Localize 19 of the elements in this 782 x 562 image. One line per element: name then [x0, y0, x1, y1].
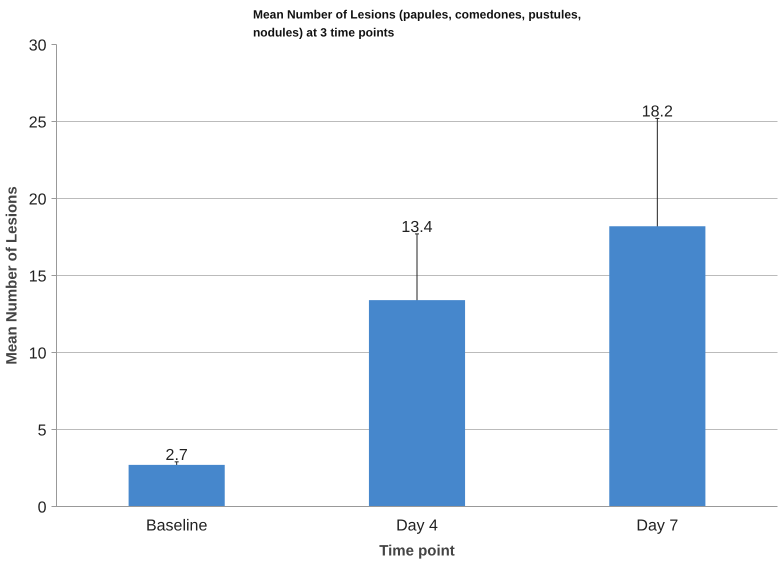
y-tick-label: 20 — [28, 192, 47, 208]
x-tick-label: Day 7 — [636, 518, 678, 534]
bar — [609, 226, 706, 506]
annotation: 2.7 — [166, 446, 188, 464]
y-tick-label: 5 — [38, 422, 47, 440]
y-tick-label: 15 — [28, 268, 47, 286]
y-tick-label: 10 — [28, 346, 47, 362]
bar — [128, 464, 225, 506]
annotation: 13.4 — [401, 218, 433, 236]
x-tick-label: Day 4 — [396, 518, 438, 534]
x-axis-title: Time point — [379, 542, 455, 560]
bar — [368, 300, 466, 506]
x-tick-label: Baseline — [146, 518, 208, 534]
chart-title: Mean Number of Lesions (papules, comedones, pustules, nodules) at 3 time points — [252, 7, 582, 40]
annotation: 18.2 — [642, 103, 674, 120]
y-tick-label: 30 — [28, 38, 47, 54]
y-tick-label: 0 — [38, 500, 47, 516]
y-tick-label: 25 — [28, 114, 47, 132]
y-axis-title: Mean Number of Lesions — [4, 186, 21, 365]
